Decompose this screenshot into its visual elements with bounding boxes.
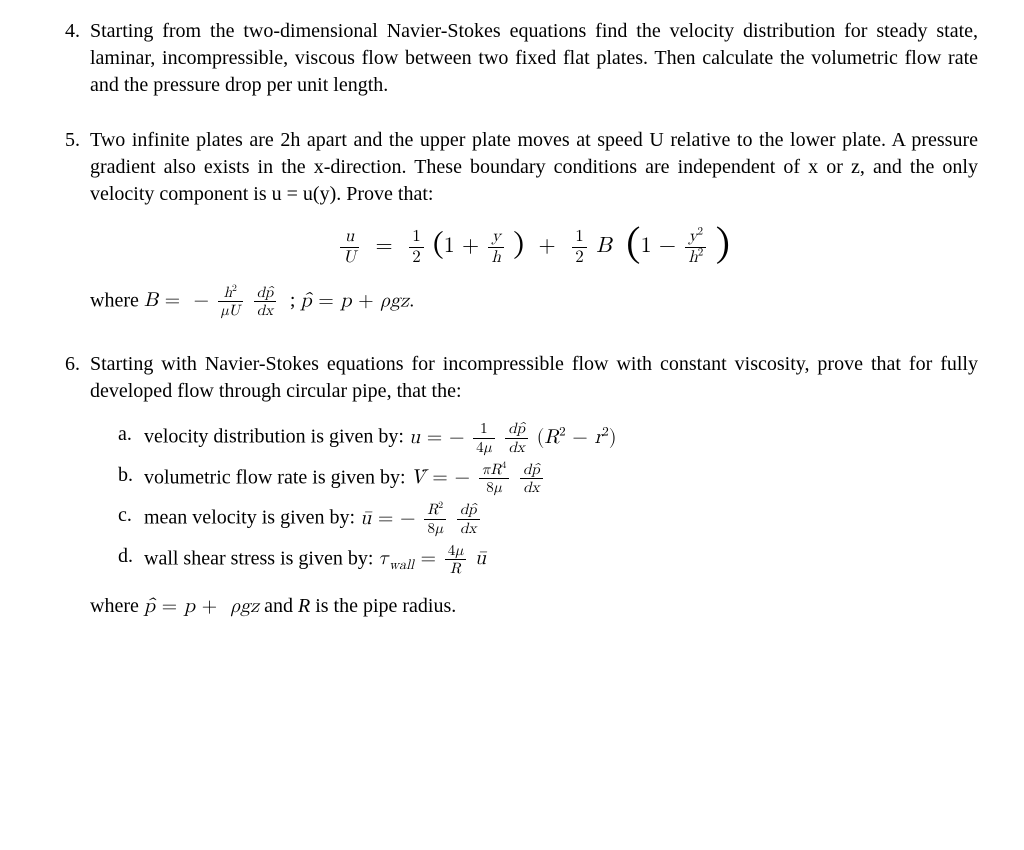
problem-number: 6. (46, 351, 90, 378)
sub-lead: wall shear stress is given by: (144, 547, 378, 569)
sub-eq: ū = − R28μ dp̂dx (360, 508, 481, 528)
problem-5: 5. Two infinite plates are 2h apart and … (46, 127, 978, 323)
sub-label: c. (118, 502, 144, 529)
sub-eq: u = − 14μ dp̂dx (R2 − r2) (409, 427, 617, 447)
problem-body: Two infinite plates are 2h apart and the… (90, 127, 978, 323)
problem-number: 5. (46, 127, 90, 154)
sub-item-c: c. mean velocity is given by: ū = − R28μ… (118, 502, 978, 537)
sub-text: velocity distribution is given by: u = −… (144, 421, 978, 456)
sub-text: wall shear stress is given by: τwall = 4… (144, 543, 978, 578)
sub-item-a: a. velocity distribution is given by: u … (118, 421, 978, 456)
sub-lead: mean velocity is given by: (144, 507, 360, 529)
sub-item-d: d. wall shear stress is given by: τwall … (118, 543, 978, 578)
sub-items: a. velocity distribution is given by: u … (118, 421, 978, 577)
sub-lead: volumetric flow rate is given by: (144, 466, 411, 488)
sub-item-b: b. volumetric flow rate is given by: V̇ … (118, 462, 978, 497)
display-equation: uU = 12 (1 + yh ) + 12 B (1 − y2h2 ) (90, 228, 978, 267)
page: 4. Starting from the two-dimensional Nav… (0, 0, 1024, 620)
problem-number: 4. (46, 18, 90, 45)
sub-label: b. (118, 462, 144, 489)
problem-body: Starting with Navier-Stokes equations fo… (90, 351, 978, 620)
problem-text: Starting from the two-dimensional Navier… (90, 18, 978, 99)
sub-label: d. (118, 543, 144, 570)
sub-eq: τwall = 4μR ū (378, 548, 486, 568)
problem-4: 4. Starting from the two-dimensional Nav… (46, 18, 978, 99)
problem-text: Two infinite plates are 2h apart and the… (90, 129, 978, 205)
sub-label: a. (118, 421, 144, 448)
problem-6: 6. Starting with Navier-Stokes equations… (46, 351, 978, 620)
sub-text: mean velocity is given by: ū = − R28μ dp… (144, 502, 978, 537)
sub-text: volumetric flow rate is given by: V̇ = −… (144, 462, 978, 497)
problem-text: Starting with Navier-Stokes equations fo… (90, 353, 978, 402)
sub-lead: velocity distribution is given by: (144, 426, 409, 448)
sub-eq: V̇ = − πR48μ dp̂dx (411, 467, 545, 487)
where-footer: where p̂ = p + ρgz and R is the pipe rad… (90, 593, 978, 620)
where-line: where B = − h2μU dp̂dx ; p̂ = p + ρgz. (90, 285, 978, 320)
